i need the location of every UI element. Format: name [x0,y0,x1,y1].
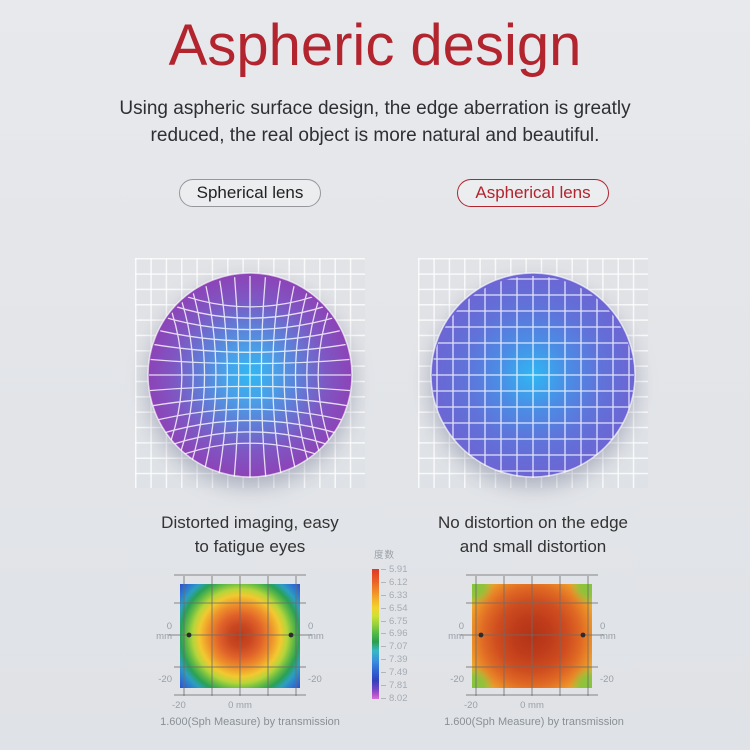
tick-mark [381,697,386,699]
caption-line: and small distortion [459,537,607,556]
legend-tick: 6.33 [381,590,408,601]
page-title: Aspheric design [168,13,582,78]
aspherical-map-caption: 1.600(Sph Measure) by transmission [444,716,624,728]
axis-label-right-neg20: -20 [600,674,614,685]
power-scale-legend: 度数 5.91 6.12 6.33 6.54 6.75 6.96 7.07 7.… [371,547,431,704]
legend-tick: 8.02 [381,693,408,704]
spherical-map-caption: 1.600(Sph Measure) by transmission [160,716,340,728]
axis-label-left-zero: 0 mm [156,621,172,642]
axis-label-bottom-zero: 0 mm [520,700,544,711]
tick-mark [381,659,386,661]
legend-tick: 7.49 [381,667,408,678]
legend-tick: 7.39 [381,654,408,665]
axis-label-right-zero: 0 mm [600,621,616,642]
legend-tick: 6.12 [381,577,408,588]
axis-label-bottom-zero: 0 mm [228,700,252,711]
legend-colorbar [372,569,379,699]
tick-mark [381,569,386,570]
spherical-power-map: 0 mm 0 mm -20 -20 -20 0 mm [156,574,324,711]
spherical-lens-panel [135,258,365,488]
tick-mark [381,607,386,609]
caption-line: Distorted imaging, easy [161,513,339,532]
axis-label-bottom-neg20: -20 [172,700,186,711]
caption-line: No distortion on the edge [438,513,628,532]
legend-tick: 6.54 [381,603,408,614]
legend-labels: 5.91 6.12 6.33 6.54 6.75 6.96 7.07 7.39 … [381,564,408,704]
page-subtitle: Using aspheric surface design, the edge … [0,95,750,149]
power-map-grid [168,574,312,696]
spherical-lens-figure [147,272,353,478]
tick-mark [381,620,386,622]
tick-mark [381,646,386,648]
straight-grid-lines [432,276,634,478]
axis-label-left-neg20: -20 [158,674,172,685]
subtitle-line-2: reduced, the real object is more natural… [150,125,600,146]
axis-label-left-neg20: -20 [450,674,464,685]
axis-label-right-zero: 0 mm [308,621,324,642]
tick-mark [381,672,386,674]
distorted-grid-lines [149,276,351,478]
aspherical-badge-column: Aspherical lens [418,179,648,207]
power-map-grid [460,574,604,696]
legend-title: 度数 [374,550,396,561]
tick-mark [381,581,386,583]
legend-tick: 6.96 [381,628,408,639]
legend-tick: 5.91 [381,564,408,575]
subtitle-line-1: Using aspheric surface design, the edge … [119,98,631,119]
aspherical-power-map: 0 mm 0 mm -20 -20 -20 0 mm [448,574,616,711]
aspherical-lens-figure [430,272,636,478]
axis-label-left-zero: 0 mm [448,621,464,642]
legend-tick: 7.81 [381,680,408,691]
spherical-badge-column: Spherical lens [135,179,365,207]
lens-rim [430,272,636,478]
legend-tick: 7.07 [381,641,408,652]
tick-mark [381,633,386,635]
caption-line: to fatigue eyes [194,537,306,556]
axis-label-bottom-neg20: -20 [464,700,478,711]
tick-mark [381,685,386,687]
tick-mark [381,594,386,596]
aspherical-lens-badge: Aspherical lens [457,179,609,207]
spherical-lens-caption: Distorted imaging, easy to fatigue eyes [135,511,365,559]
legend-tick: 6.75 [381,616,408,627]
spherical-lens-badge: Spherical lens [178,179,322,207]
lens-rim [147,272,353,478]
aspherical-lens-panel [418,258,648,488]
axis-label-right-neg20: -20 [308,674,322,685]
aspherical-lens-caption: No distortion on the edge and small dist… [418,511,648,559]
